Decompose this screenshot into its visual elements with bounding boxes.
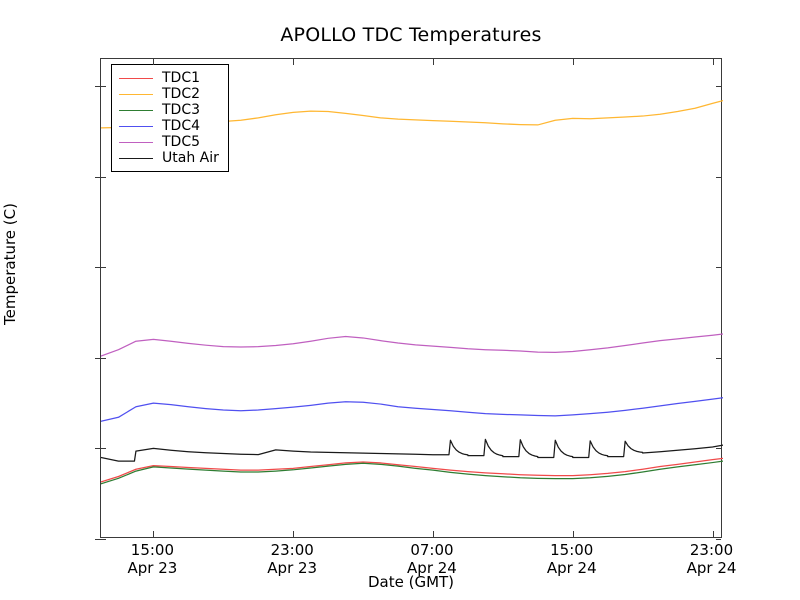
legend-swatch-line-icon	[119, 141, 153, 143]
x-tick-mark-top	[293, 59, 295, 65]
legend-swatch-line-icon	[119, 125, 153, 127]
y-tick-mark-inner	[101, 86, 106, 88]
y-tick-mark	[95, 267, 101, 269]
legend-item-label: TDC5	[162, 134, 201, 150]
x-tick-mark-top	[712, 59, 714, 65]
legend-item-label: TDC4	[162, 118, 201, 134]
x-tick-mark	[572, 531, 574, 537]
y-tick-mark-right	[716, 357, 721, 359]
legend-item-label: TDC1	[162, 70, 201, 86]
chart-title: APOLLO TDC Temperatures	[280, 24, 542, 46]
x-axis-label: Date (GMT)	[367, 573, 455, 591]
x-tick-mark	[432, 531, 434, 537]
x-tick-date: Apr 23	[267, 559, 318, 577]
y-tick-mark-inner	[101, 176, 106, 178]
legend-item[interactable]: TDC4	[119, 118, 219, 134]
legend: TDC1 TDC2 TDC3 TDC4 TDC5 Utah Air	[111, 64, 229, 172]
legend-item-label: TDC3	[162, 102, 201, 118]
legend-item-label: Utah Air	[162, 150, 219, 166]
x-tick-date: Apr 24	[546, 559, 597, 577]
x-tick-date: Apr 24	[407, 559, 457, 577]
x-tick-time: 15:00	[130, 541, 175, 559]
y-tick-mark-right	[716, 86, 721, 88]
y-tick-mark-inner	[101, 539, 106, 540]
x-tick-mark-top	[153, 59, 155, 65]
x-tick-time: 15:00	[550, 541, 594, 559]
y-tick-mark	[95, 539, 101, 540]
legend-item[interactable]: Utah Air	[119, 150, 219, 166]
y-tick-mark-right	[716, 176, 721, 178]
legend-item[interactable]: TDC3	[119, 102, 219, 118]
x-tick-date: Apr 24	[686, 559, 737, 577]
y-tick-mark-inner	[101, 357, 106, 359]
y-tick-mark-inner	[101, 267, 106, 269]
x-tick-label: 23:00 Apr 23	[222, 541, 362, 577]
y-tick-mark	[95, 448, 101, 450]
x-tick-mark-top	[572, 59, 574, 65]
x-tick-mark-top	[432, 59, 434, 65]
legend-item-label: TDC2	[162, 86, 201, 102]
legend-swatch-line-icon	[119, 93, 153, 95]
y-tick-mark-right	[716, 539, 721, 540]
x-tick-mark	[153, 531, 155, 537]
series-line-tdc1	[101, 457, 723, 483]
y-tick-mark	[95, 176, 101, 178]
legend-swatch-line-icon	[119, 157, 153, 159]
x-tick-mark	[293, 531, 295, 537]
series-line-tdc4	[101, 397, 723, 422]
x-tick-label: 07:00 Apr 24	[362, 541, 502, 577]
legend-item[interactable]: TDC1	[119, 70, 219, 86]
y-tick-mark	[95, 357, 101, 359]
x-tick-label: 15:00 Apr 24	[502, 541, 642, 577]
y-tick-mark-inner	[101, 448, 106, 450]
series-line-tdc3	[101, 460, 723, 485]
series-line-tdc5	[101, 333, 723, 357]
legend-swatch-line-icon	[119, 109, 153, 111]
y-tick-mark-right	[716, 448, 721, 450]
x-tick-time: 23:00	[270, 541, 314, 559]
x-tick-mark	[712, 531, 714, 537]
plot-lines	[101, 100, 723, 485]
legend-swatch-line-icon	[119, 77, 153, 79]
x-tick-date: Apr 23	[127, 559, 178, 577]
x-tick-label: 15:00 Apr 23	[82, 541, 222, 577]
legend-item[interactable]: TDC5	[119, 134, 219, 150]
y-tick-mark	[95, 86, 101, 88]
y-axis-label: Temperature (C)	[1, 203, 19, 325]
legend-item[interactable]: TDC2	[119, 86, 219, 102]
y-tick-mark-right	[716, 267, 721, 269]
x-tick-time: 23:00	[689, 541, 734, 559]
x-tick-label: 23:00 Apr 24	[642, 541, 782, 577]
x-tick-time: 07:00	[410, 541, 454, 559]
series-line-utah-air	[101, 438, 723, 462]
